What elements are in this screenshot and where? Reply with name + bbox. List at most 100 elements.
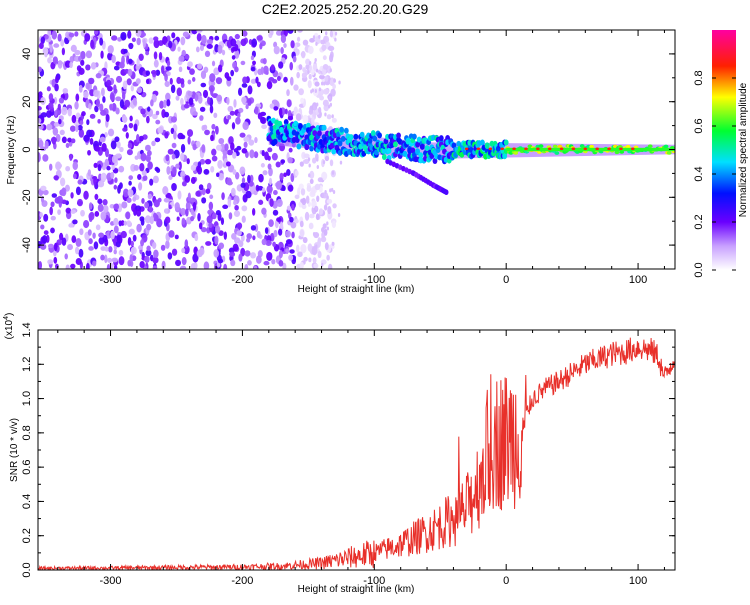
heatmap-cell xyxy=(559,147,564,151)
heatmap-cell xyxy=(118,165,125,173)
heatmap-cell xyxy=(226,149,234,156)
heatmap-cell xyxy=(97,203,104,213)
heatmap-cell xyxy=(192,111,198,116)
heatmap-cell xyxy=(280,34,287,44)
spectrogram-y-ticks: -40 -20 0 20 40 xyxy=(21,29,675,270)
heatmap-cell xyxy=(136,57,140,67)
heatmap-cell xyxy=(206,215,213,224)
heatmap-cell xyxy=(187,129,194,137)
heatmap-cell xyxy=(153,212,157,219)
heatmap-cell xyxy=(201,34,207,45)
heatmap-cell xyxy=(283,119,289,126)
heatmap-cell xyxy=(312,231,316,236)
heatmap-cell xyxy=(239,166,246,175)
heatmap-cell xyxy=(278,61,284,69)
heatmap-cell xyxy=(286,205,291,211)
heatmap-cell xyxy=(288,254,294,261)
heatmap-cell xyxy=(217,159,223,169)
heatmap-cell xyxy=(60,39,65,47)
heatmap-cell xyxy=(278,260,284,267)
heatmap-cell xyxy=(38,152,41,162)
heatmap-cell xyxy=(120,230,127,239)
heatmap-cell xyxy=(266,80,273,90)
heatmap-cell xyxy=(293,84,299,91)
heatmap-cell xyxy=(115,75,123,83)
heatmap-cell xyxy=(614,150,620,155)
heatmap-cell xyxy=(245,190,252,199)
spectrogram-y-tick-label: 20 xyxy=(21,96,33,108)
heatmap-cell xyxy=(302,159,310,164)
heatmap-cell xyxy=(145,144,151,152)
heatmap-cell xyxy=(292,256,297,262)
heatmap-cell xyxy=(311,116,315,125)
heatmap-cell xyxy=(131,203,137,213)
heatmap-cell xyxy=(272,138,278,145)
heatmap-cell xyxy=(132,97,137,106)
heatmap-cell xyxy=(165,154,170,162)
heatmap-cell xyxy=(322,160,326,165)
heatmap-cell xyxy=(114,136,120,143)
heatmap-cell xyxy=(121,201,128,209)
heatmap-cell xyxy=(196,165,200,172)
heatmap-cell xyxy=(348,134,354,141)
heatmap-cell xyxy=(337,140,343,147)
heatmap-cell xyxy=(99,37,104,46)
heatmap-cell xyxy=(315,68,319,73)
heatmap-cell xyxy=(410,147,416,154)
heatmap-cell xyxy=(272,79,278,84)
heatmap-cell xyxy=(53,43,60,48)
heatmap-cell xyxy=(233,98,237,108)
heatmap-cell xyxy=(89,113,96,119)
heatmap-cell xyxy=(110,140,117,150)
heatmap-cell xyxy=(276,217,282,222)
heatmap-cell xyxy=(92,232,96,239)
heatmap-cell xyxy=(146,223,152,231)
heatmap-cell xyxy=(294,218,299,224)
heatmap-cell xyxy=(322,223,327,229)
heatmap-cell xyxy=(308,222,314,230)
heatmap-cell xyxy=(78,248,84,258)
heatmap-cell xyxy=(38,124,44,130)
heatmap-cell xyxy=(77,198,83,207)
heatmap-cell xyxy=(205,241,212,246)
heatmap-cell xyxy=(318,87,322,92)
heatmap-cell xyxy=(329,102,333,107)
heatmap-cell xyxy=(213,67,220,76)
spectrogram-y-tick-label: 40 xyxy=(21,48,33,60)
heatmap-cell xyxy=(85,50,93,59)
heatmap-cell xyxy=(119,182,123,189)
heatmap-cell xyxy=(47,57,52,64)
heatmap-cell xyxy=(222,204,229,210)
heatmap-cell xyxy=(68,223,74,228)
heatmap-cell xyxy=(242,121,249,131)
heatmap-cell xyxy=(149,215,154,225)
heatmap-cell xyxy=(134,155,139,160)
heatmap-cell xyxy=(176,87,183,97)
heatmap-cell xyxy=(309,145,314,152)
heatmap-cell xyxy=(187,136,191,145)
heatmap-cell xyxy=(224,143,229,151)
spectrogram-y-label: Frequency (Hz) xyxy=(6,116,17,185)
heatmap-cell xyxy=(145,154,151,163)
heatmap-cell xyxy=(233,200,238,206)
heatmap-cell xyxy=(199,44,204,51)
heatmap-cell xyxy=(67,108,72,117)
heatmap-cell xyxy=(370,130,376,137)
heatmap-cell xyxy=(107,128,115,137)
heatmap-cell xyxy=(261,207,267,215)
heatmap-cell xyxy=(502,153,508,160)
heatmap-cell xyxy=(538,144,544,148)
heatmap-cell xyxy=(264,151,270,161)
heatmap-cell xyxy=(476,147,481,151)
heatmap-cell xyxy=(107,257,113,263)
heatmap-cell xyxy=(230,259,236,267)
heatmap-cell xyxy=(273,106,279,111)
heatmap-cell xyxy=(312,105,316,110)
heatmap-cell xyxy=(244,250,251,257)
heatmap-cell xyxy=(223,263,228,269)
heatmap-cell xyxy=(113,203,120,210)
heatmap-cell xyxy=(130,84,134,92)
heatmap-cell xyxy=(302,114,309,124)
heatmap-cell xyxy=(122,127,128,132)
heatmap-cell xyxy=(113,84,117,92)
